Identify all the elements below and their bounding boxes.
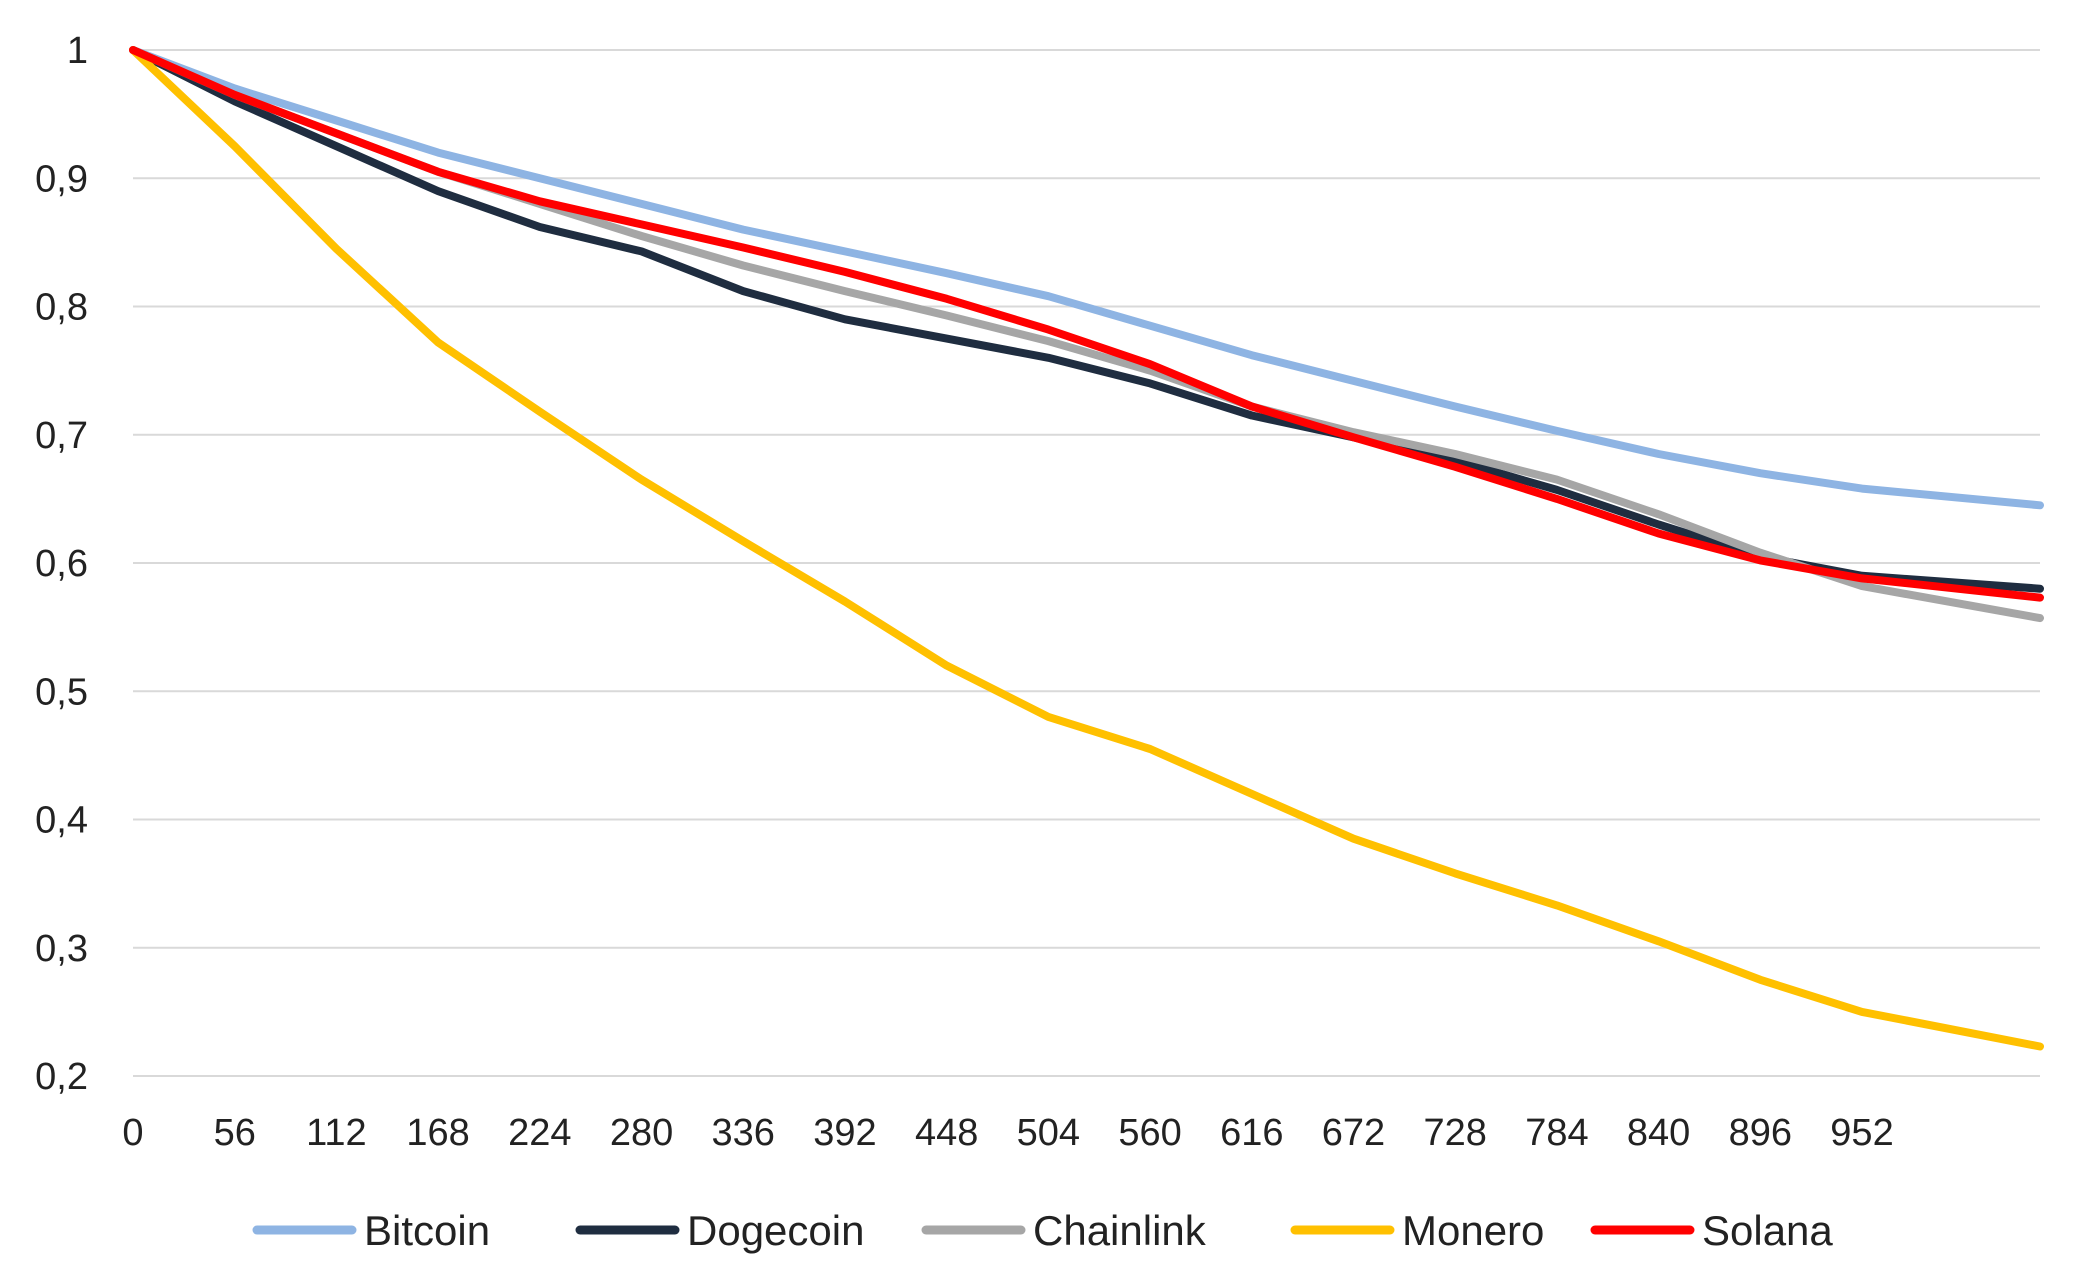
legend-label: Bitcoin bbox=[364, 1207, 490, 1254]
series-line-dogecoin bbox=[129, 46, 2044, 593]
x-tick-label: 728 bbox=[1423, 1112, 1486, 1154]
series-line-chainlink bbox=[129, 46, 2044, 623]
x-tick-label: 952 bbox=[1830, 1112, 1893, 1154]
x-tick-label: 392 bbox=[813, 1112, 876, 1154]
legend: Bitcoin Dogecoin Chainlink Monero Solana bbox=[252, 1207, 1833, 1254]
y-tick-label: 0,2 bbox=[35, 1056, 88, 1098]
y-tick-label: 0,9 bbox=[35, 158, 88, 200]
legend-label: Solana bbox=[1702, 1207, 1833, 1254]
x-tick-label: 672 bbox=[1322, 1112, 1385, 1154]
y-tick-label: 0,7 bbox=[35, 415, 88, 457]
legend-label: Monero bbox=[1402, 1207, 1544, 1254]
x-tick-label: 224 bbox=[508, 1112, 571, 1154]
x-tick-label: 168 bbox=[406, 1112, 469, 1154]
x-tick-label: 448 bbox=[915, 1112, 978, 1154]
grid bbox=[133, 49, 2040, 1077]
series-lines bbox=[129, 46, 2044, 1051]
x-tick-label: 56 bbox=[214, 1112, 256, 1154]
x-tick-label: 280 bbox=[610, 1112, 673, 1154]
y-tick-label: 0,5 bbox=[35, 671, 88, 713]
series-line-bitcoin bbox=[129, 46, 2044, 510]
y-tick-label: 0,4 bbox=[35, 800, 88, 842]
legend-item-solana: Solana bbox=[1590, 1207, 1833, 1254]
x-tick-label: 616 bbox=[1220, 1112, 1283, 1154]
y-tick-label: 0,3 bbox=[35, 928, 88, 970]
x-tick-label: 840 bbox=[1627, 1112, 1690, 1154]
y-axis-tick-labels: 0,2 0,3 0,4 0,5 0,6 0,7 0,8 0,9 1 bbox=[35, 30, 88, 1098]
x-tick-label: 896 bbox=[1729, 1112, 1792, 1154]
legend-item-dogecoin: Dogecoin bbox=[575, 1207, 864, 1254]
x-tick-label: 560 bbox=[1118, 1112, 1181, 1154]
series-line-solana bbox=[129, 46, 2044, 602]
x-axis-tick-labels: 0 56 112 168 224 280 336 392 448 504 560 616 672 728 7… bbox=[122, 1112, 1893, 1154]
legend-item-bitcoin: Bitcoin bbox=[252, 1207, 490, 1254]
legend-item-monero: Monero bbox=[1290, 1207, 1544, 1254]
y-tick-label: 1 bbox=[67, 30, 88, 72]
legend-label: Dogecoin bbox=[687, 1207, 864, 1254]
y-tick-label: 0,8 bbox=[35, 287, 88, 329]
x-tick-label: 112 bbox=[306, 1112, 367, 1154]
legend-label: Chainlink bbox=[1033, 1207, 1207, 1254]
x-tick-label: 336 bbox=[712, 1112, 775, 1154]
x-tick-label: 504 bbox=[1017, 1112, 1080, 1154]
x-tick-label: 784 bbox=[1525, 1112, 1588, 1154]
series-line-monero bbox=[129, 46, 2044, 1051]
y-tick-label: 0,6 bbox=[35, 543, 88, 585]
legend-item-chainlink: Chainlink bbox=[921, 1207, 1207, 1254]
x-tick-label: 0 bbox=[122, 1112, 143, 1154]
